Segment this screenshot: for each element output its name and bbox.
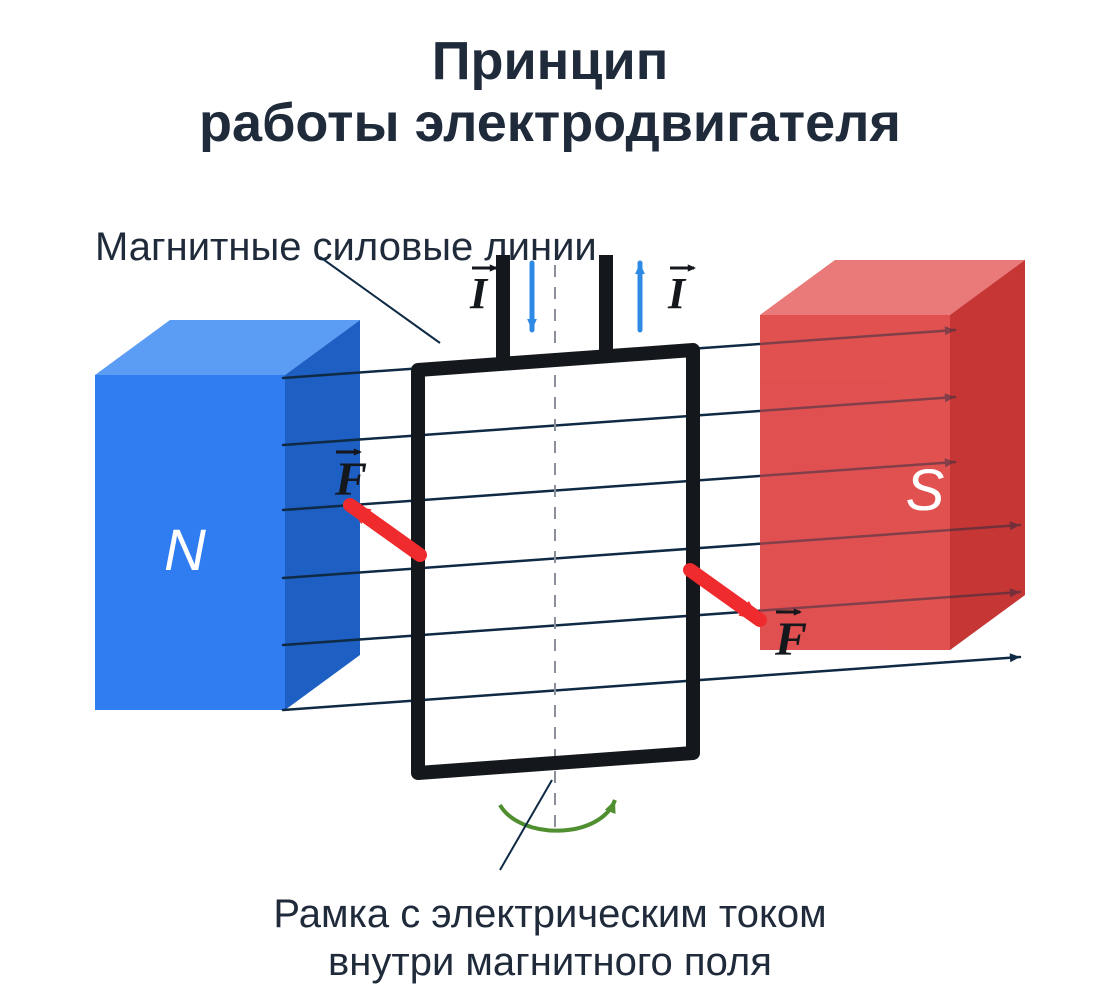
diagram-svg: NSSIIFF — [0, 0, 1100, 1000]
svg-text:F: F — [334, 453, 367, 506]
svg-text:I: I — [469, 269, 489, 318]
svg-text:I: I — [667, 269, 687, 318]
svg-text:S: S — [906, 458, 945, 523]
svg-text:N: N — [164, 518, 206, 583]
svg-text:F: F — [774, 613, 807, 666]
